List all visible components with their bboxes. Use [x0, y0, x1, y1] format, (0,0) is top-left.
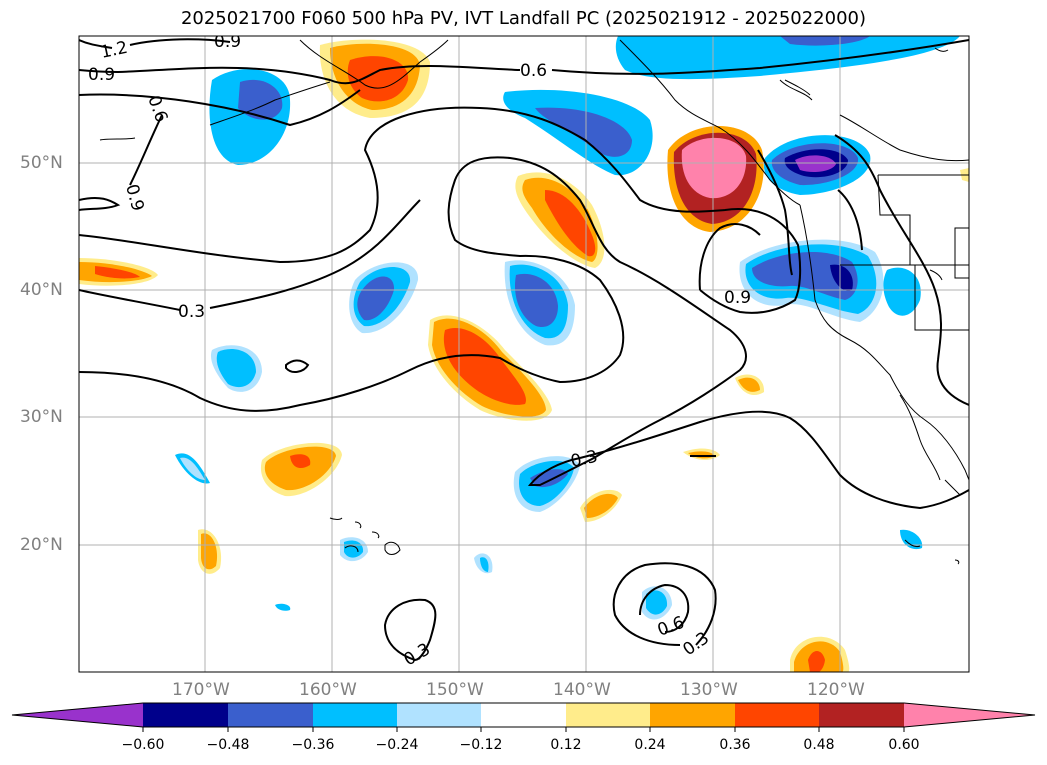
colorbar-segment — [650, 703, 735, 727]
lat-label-50n: 50°N — [20, 153, 63, 173]
map-frame — [78, 35, 970, 673]
lat-label-20n: 20°N — [20, 535, 63, 555]
colorbar-segment — [313, 703, 397, 727]
colorbar-tick-label: −0.24 — [375, 737, 419, 753]
colorbar-segment — [397, 703, 481, 727]
graticule — [79, 36, 969, 672]
colorbar-segment — [228, 703, 313, 727]
contour-label: 0.9 — [724, 288, 751, 308]
lat-label-40n: 40°N — [20, 280, 63, 300]
colorbar-tick-label: −0.48 — [206, 737, 250, 753]
colorbar-min-extend — [12, 703, 143, 727]
colorbar-segment — [481, 703, 566, 727]
colorbar-tick-label: 0.24 — [634, 737, 666, 753]
lon-label-150w: 150°W — [426, 680, 484, 700]
lon-label-130w: 130°W — [680, 680, 738, 700]
colorbar-tick-label: 0.36 — [719, 737, 751, 753]
contour-label: 0.9 — [214, 32, 241, 52]
map-panel: 1.2 0.9 0.9 0.6 0.6 0.9 0.3 0.9 0.3 0.6 … — [79, 32, 969, 672]
colorbar-tick-label: −0.36 — [291, 737, 335, 753]
contour-label: 0.3 — [178, 302, 205, 322]
lon-label-170w: 170°W — [172, 680, 230, 700]
contour-label: 0.9 — [88, 65, 115, 85]
colorbar-tick-label: −0.60 — [121, 737, 165, 753]
colorbar-tick-label: 0.60 — [888, 737, 920, 753]
colorbar-max-extend — [904, 703, 1035, 727]
colorbar — [11, 702, 1036, 732]
colorbar-segment — [819, 703, 904, 727]
colorbar-tick-label: 0.48 — [803, 737, 835, 753]
colorbar-tick-label: −0.12 — [459, 737, 503, 753]
colorbar-tick-label: 0.12 — [550, 737, 582, 753]
lon-label-160w: 160°W — [299, 680, 357, 700]
map-title: 2025021700 F060 500 hPa PV, IVT Landfall… — [180, 8, 867, 29]
lat-label-30n: 30°N — [20, 407, 63, 427]
lon-label-140w: 140°W — [553, 680, 611, 700]
pv-contours — [79, 38, 969, 662]
colorbar-segment — [143, 703, 228, 727]
colorbar-segment — [735, 703, 819, 727]
lon-label-120w: 120°W — [807, 680, 865, 700]
colorbar-segment — [566, 703, 650, 727]
contour-label: 0.6 — [520, 61, 547, 81]
